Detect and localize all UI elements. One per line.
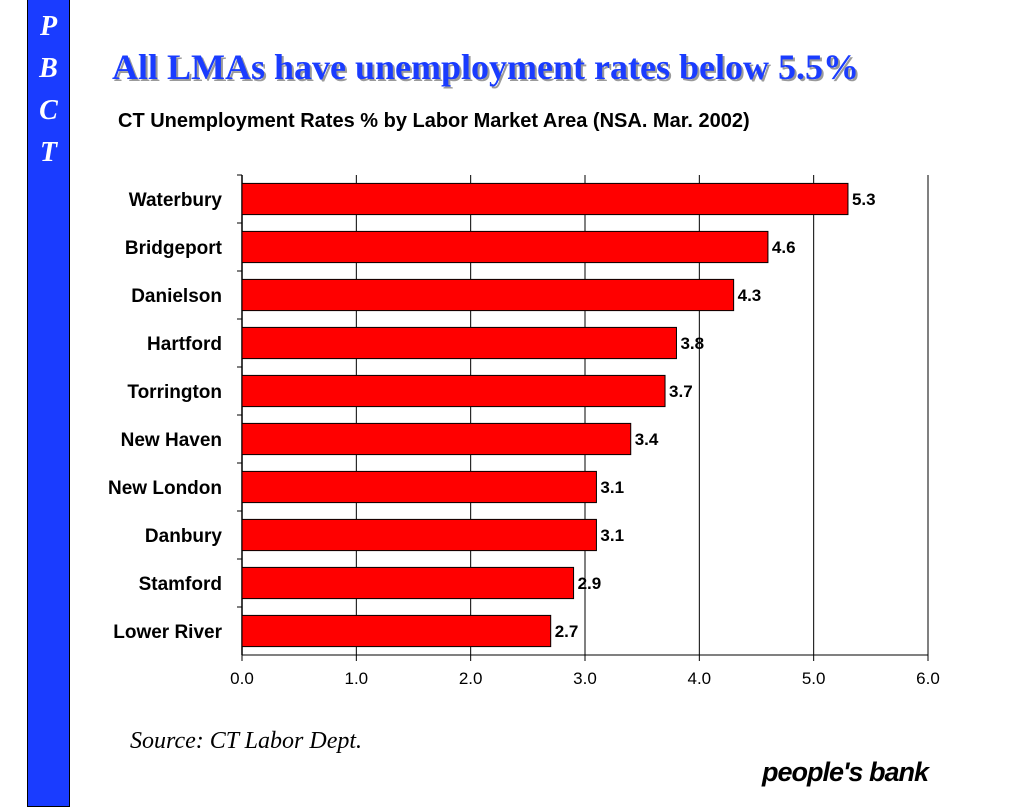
x-tick-label: 2.0 (459, 669, 483, 688)
chart-title: CT Unemployment Rates % by Labor Market … (118, 110, 750, 132)
category-label: Danbury (145, 526, 223, 547)
category-label: Stamford (139, 574, 222, 595)
side-letter-c: C (39, 95, 58, 126)
x-tick-label: 5.0 (802, 669, 826, 688)
category-label: New London (108, 478, 222, 499)
category-label: Danielson (131, 286, 222, 307)
bar (241, 518, 597, 552)
category-label: Torrington (127, 382, 222, 403)
value-label: 3.1 (600, 478, 624, 497)
side-letter-b: B (39, 53, 58, 84)
value-label: 3.1 (600, 526, 624, 545)
source-note: Source: CT Labor Dept. (130, 728, 363, 754)
x-tick-label: 0.0 (230, 669, 254, 688)
peoples-bank-logo: people's bank (762, 757, 929, 787)
bar-chart: 0.0 1.0 2.0 3.0 4.0 5.0 6.0 Waterbury 5.3 Bridgep… (108, 174, 940, 688)
value-label: 5.3 (852, 190, 876, 209)
bar (241, 182, 849, 216)
side-banner: P B C T (27, 0, 70, 807)
value-label: 4.3 (738, 286, 762, 305)
bar (241, 326, 677, 360)
x-tick-label: 4.0 (688, 669, 712, 688)
x-tick-label: 6.0 (916, 669, 940, 688)
bar (241, 422, 632, 456)
bar (241, 374, 666, 408)
value-label: 3.8 (680, 334, 704, 353)
bar (241, 566, 575, 600)
slide-title: All LMAs have unemployment rates below 5… (112, 47, 859, 87)
category-label: Waterbury (129, 190, 223, 211)
bar (241, 278, 735, 312)
bar (241, 230, 769, 264)
x-tick-label: 1.0 (345, 669, 369, 688)
x-tick-label: 3.0 (573, 669, 597, 688)
side-letter-t: T (39, 137, 58, 168)
bar (241, 614, 552, 648)
value-label: 4.6 (772, 238, 796, 257)
bar (241, 470, 597, 504)
category-label: Bridgeport (125, 238, 223, 259)
category-label: Hartford (147, 334, 222, 355)
value-label: 3.4 (635, 430, 659, 449)
category-label: New Haven (121, 430, 222, 451)
category-label: Lower River (113, 622, 222, 643)
value-label: 3.7 (669, 382, 693, 401)
value-label: 2.9 (578, 574, 602, 593)
value-label: 2.7 (555, 622, 579, 641)
side-letter-p: P (39, 11, 58, 42)
